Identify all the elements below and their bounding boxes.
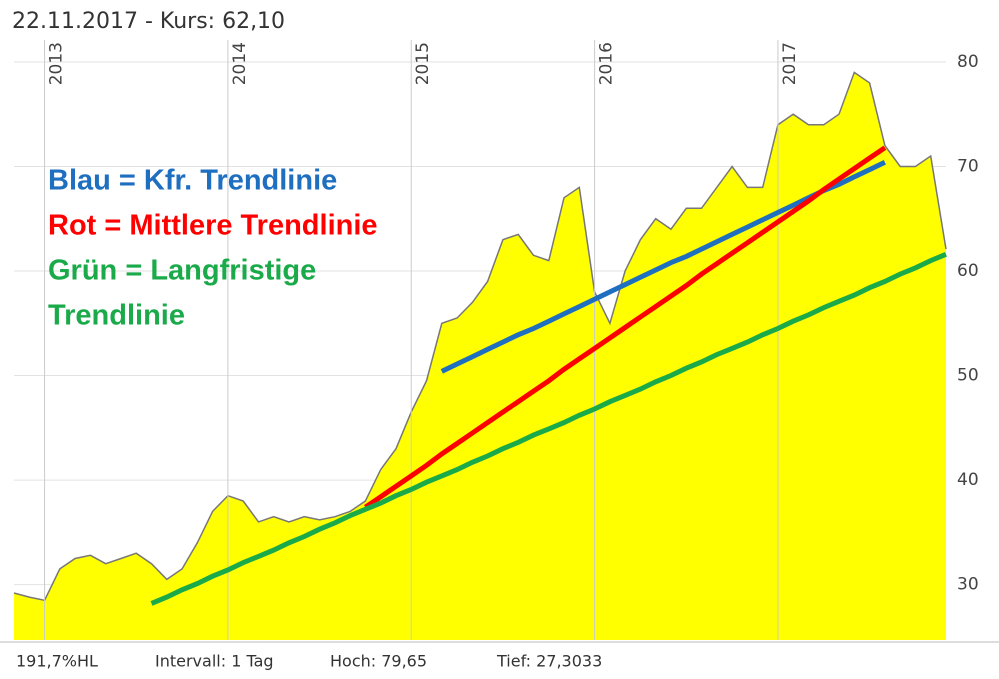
annotation: Trendlinie: [48, 300, 185, 332]
footer-text: 191,7%HL: [16, 652, 98, 671]
annotation: Rot = Mittlere Trendlinie: [48, 210, 378, 242]
annotation: Blau = Kfr. Trendlinie: [48, 165, 337, 197]
trendline: [363, 145, 887, 510]
x-tick-label: 2017: [780, 42, 800, 85]
trendline: [150, 251, 947, 606]
y-tick-label: 60: [957, 261, 979, 281]
y-tick-label: 30: [957, 575, 979, 595]
y-tick-label: 80: [957, 52, 979, 72]
price-area: [14, 72, 946, 640]
y-tick-label: 40: [957, 470, 979, 490]
footer-text: Hoch: 79,65: [330, 652, 427, 671]
x-tick-label: 2014: [230, 42, 250, 85]
x-tick-label: 2015: [413, 42, 433, 85]
footer-text: Intervall: 1 Tag: [155, 652, 274, 671]
x-tick-label: 2016: [597, 42, 617, 85]
x-tick-label: 2013: [47, 42, 67, 85]
price-line: [13, 71, 947, 602]
y-tick-label: 70: [957, 156, 979, 176]
y-tick-label: 50: [957, 366, 979, 386]
annotation: Grün = Langfristige: [48, 255, 316, 287]
chart-title: 22.11.2017 - Kurs: 62,10: [12, 9, 285, 34]
footer-text: Tief: 27,3033: [496, 652, 602, 671]
